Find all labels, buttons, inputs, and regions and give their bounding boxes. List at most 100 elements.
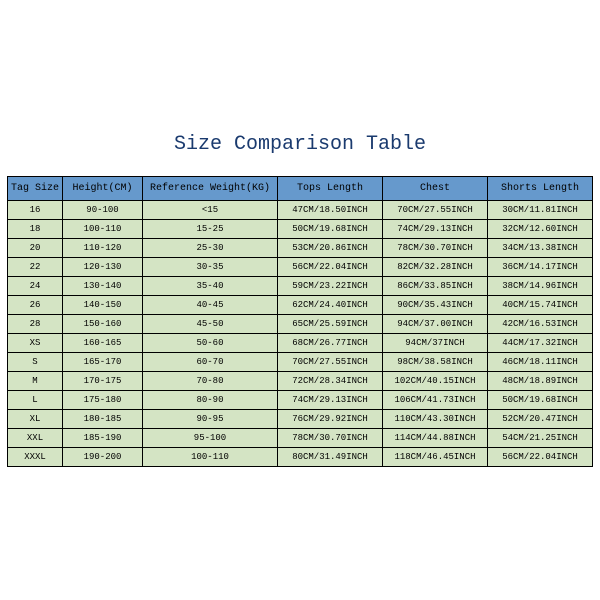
table-cell: 76CM/29.92INCH	[278, 410, 383, 429]
table-title: Size Comparison Table	[174, 133, 426, 156]
table-cell: 44CM/17.32INCH	[488, 334, 593, 353]
table-cell: 30-35	[143, 258, 278, 277]
table-cell: 15-25	[143, 220, 278, 239]
table-cell: 106CM/41.73INCH	[383, 391, 488, 410]
table-cell: 24	[8, 277, 63, 296]
table-cell: 110-120	[63, 239, 143, 258]
table-cell: 90-100	[63, 201, 143, 220]
table-cell: 42CM/16.53INCH	[488, 315, 593, 334]
table-cell: 40-45	[143, 296, 278, 315]
table-cell: 65CM/25.59INCH	[278, 315, 383, 334]
table-cell: 16	[8, 201, 63, 220]
table-cell: 40CM/15.74INCH	[488, 296, 593, 315]
table-cell: 34CM/13.38INCH	[488, 239, 593, 258]
table-row: XS160-16550-6068CM/26.77INCH94CM/37INCH4…	[8, 334, 593, 353]
table-row: XXL185-19095-10078CM/30.70INCH114CM/44.8…	[8, 429, 593, 448]
table-cell: M	[8, 372, 63, 391]
table-cell: S	[8, 353, 63, 372]
table-cell: 70CM/27.55INCH	[383, 201, 488, 220]
table-cell: 110CM/43.30INCH	[383, 410, 488, 429]
table-header-row: Tag Size Height(CM) Reference Weight(KG)…	[8, 177, 593, 201]
table-cell: 45-50	[143, 315, 278, 334]
table-row: L175-18080-9074CM/29.13INCH106CM/41.73IN…	[8, 391, 593, 410]
header-tops-length: Tops Length	[278, 177, 383, 201]
table-cell: 120-130	[63, 258, 143, 277]
table-cell: 50CM/19.68INCH	[488, 391, 593, 410]
table-cell: 118CM/46.45INCH	[383, 448, 488, 467]
table-cell: 160-165	[63, 334, 143, 353]
table-cell: 94CM/37.00INCH	[383, 315, 488, 334]
table-cell: 28	[8, 315, 63, 334]
table-cell: 50-60	[143, 334, 278, 353]
table-cell: 78CM/30.70INCH	[278, 429, 383, 448]
table-cell: 150-160	[63, 315, 143, 334]
table-cell: 140-150	[63, 296, 143, 315]
table-cell: XL	[8, 410, 63, 429]
table-cell: 36CM/14.17INCH	[488, 258, 593, 277]
table-cell: 30CM/11.81INCH	[488, 201, 593, 220]
table-cell: 94CM/37INCH	[383, 334, 488, 353]
table-row: 18100-11015-2550CM/19.68INCH74CM/29.13IN…	[8, 220, 593, 239]
table-row: 20110-12025-3053CM/20.86INCH78CM/30.70IN…	[8, 239, 593, 258]
table-cell: 72CM/28.34INCH	[278, 372, 383, 391]
table-cell: 180-185	[63, 410, 143, 429]
table-cell: 114CM/44.88INCH	[383, 429, 488, 448]
header-chest: Chest	[383, 177, 488, 201]
table-cell: 82CM/32.28INCH	[383, 258, 488, 277]
table-cell: 185-190	[63, 429, 143, 448]
table-cell: 56CM/22.04INCH	[278, 258, 383, 277]
table-cell: 56CM/22.04INCH	[488, 448, 593, 467]
table-cell: 102CM/40.15INCH	[383, 372, 488, 391]
table-row: 22120-13030-3556CM/22.04INCH82CM/32.28IN…	[8, 258, 593, 277]
table-cell: 32CM/12.60INCH	[488, 220, 593, 239]
table-cell: 74CM/29.13INCH	[278, 391, 383, 410]
table-cell: 74CM/29.13INCH	[383, 220, 488, 239]
table-cell: 90-95	[143, 410, 278, 429]
header-height: Height(CM)	[63, 177, 143, 201]
table-body: 1690-100<1547CM/18.50INCH70CM/27.55INCH3…	[8, 201, 593, 467]
table-cell: 86CM/33.85INCH	[383, 277, 488, 296]
size-comparison-table: Tag Size Height(CM) Reference Weight(KG)…	[7, 176, 593, 467]
table-cell: <15	[143, 201, 278, 220]
table-cell: 38CM/14.96INCH	[488, 277, 593, 296]
table-cell: 53CM/20.86INCH	[278, 239, 383, 258]
table-cell: 70-80	[143, 372, 278, 391]
header-shorts-length: Shorts Length	[488, 177, 593, 201]
table-cell: 47CM/18.50INCH	[278, 201, 383, 220]
table-row: XL180-18590-9576CM/29.92INCH110CM/43.30I…	[8, 410, 593, 429]
table-cell: 175-180	[63, 391, 143, 410]
table-cell: 170-175	[63, 372, 143, 391]
table-cell: 95-100	[143, 429, 278, 448]
table-row: 26140-15040-4562CM/24.40INCH90CM/35.43IN…	[8, 296, 593, 315]
header-tag-size: Tag Size	[8, 177, 63, 201]
table-cell: 59CM/23.22INCH	[278, 277, 383, 296]
table-cell: 130-140	[63, 277, 143, 296]
table-cell: XXXL	[8, 448, 63, 467]
table-cell: 62CM/24.40INCH	[278, 296, 383, 315]
table-row: M170-17570-8072CM/28.34INCH102CM/40.15IN…	[8, 372, 593, 391]
table-cell: 60-70	[143, 353, 278, 372]
table-cell: 35-40	[143, 277, 278, 296]
header-weight: Reference Weight(KG)	[143, 177, 278, 201]
table-cell: 25-30	[143, 239, 278, 258]
table-cell: XS	[8, 334, 63, 353]
table-cell: 52CM/20.47INCH	[488, 410, 593, 429]
table-cell: 78CM/30.70INCH	[383, 239, 488, 258]
table-row: 24130-14035-4059CM/23.22INCH86CM/33.85IN…	[8, 277, 593, 296]
table-cell: 20	[8, 239, 63, 258]
table-row: S165-17060-7070CM/27.55INCH98CM/38.58INC…	[8, 353, 593, 372]
table-row: XXXL190-200100-11080CM/31.49INCH118CM/46…	[8, 448, 593, 467]
table-row: 1690-100<1547CM/18.50INCH70CM/27.55INCH3…	[8, 201, 593, 220]
table-cell: 48CM/18.89INCH	[488, 372, 593, 391]
table-cell: 190-200	[63, 448, 143, 467]
table-cell: XXL	[8, 429, 63, 448]
table-cell: 46CM/18.11INCH	[488, 353, 593, 372]
table-row: 28150-16045-5065CM/25.59INCH94CM/37.00IN…	[8, 315, 593, 334]
table-cell: 80-90	[143, 391, 278, 410]
table-cell: 54CM/21.25INCH	[488, 429, 593, 448]
table-cell: L	[8, 391, 63, 410]
table-cell: 100-110	[143, 448, 278, 467]
table-cell: 68CM/26.77INCH	[278, 334, 383, 353]
table-cell: 80CM/31.49INCH	[278, 448, 383, 467]
table-cell: 70CM/27.55INCH	[278, 353, 383, 372]
